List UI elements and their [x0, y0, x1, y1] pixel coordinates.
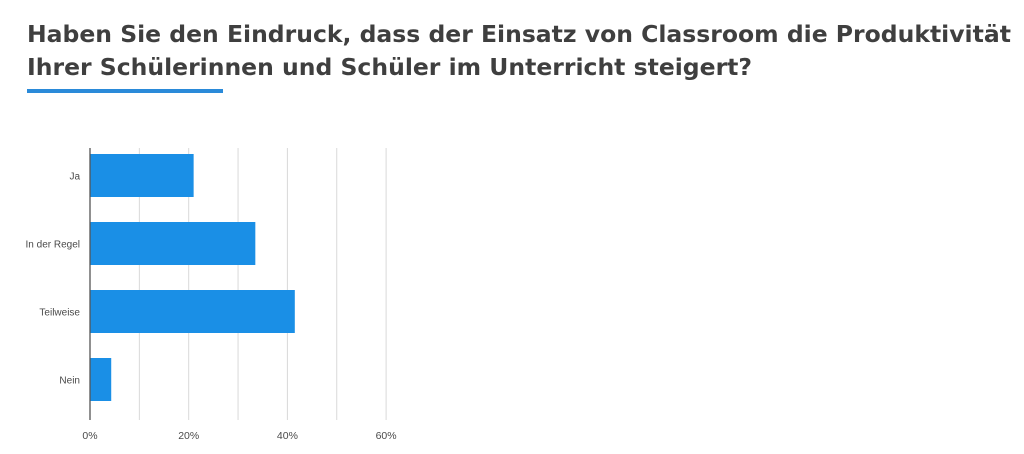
- category-label: Teilweise: [39, 308, 80, 319]
- title-line-2: Ihrer Schülerinnen und Schüler im Unterr…: [27, 53, 753, 81]
- bar: [90, 290, 295, 333]
- x-tick-label: 20%: [178, 430, 199, 442]
- category-label: Ja: [69, 172, 80, 183]
- title: Haben Sie den Eindruck, dass der Einsatz…: [27, 18, 1011, 84]
- x-tick-label: 60%: [376, 430, 397, 442]
- bar: [90, 222, 256, 265]
- x-tick-label: 0%: [82, 430, 97, 442]
- title-line-1: Haben Sie den Eindruck, dass der Einsatz…: [27, 20, 1011, 48]
- bar: [90, 154, 194, 197]
- category-label: In der Regel: [26, 240, 80, 251]
- category-label: Nein: [59, 376, 80, 387]
- bar: [90, 358, 112, 401]
- title-accent-rule: [27, 89, 223, 93]
- x-tick-label: 40%: [277, 430, 298, 442]
